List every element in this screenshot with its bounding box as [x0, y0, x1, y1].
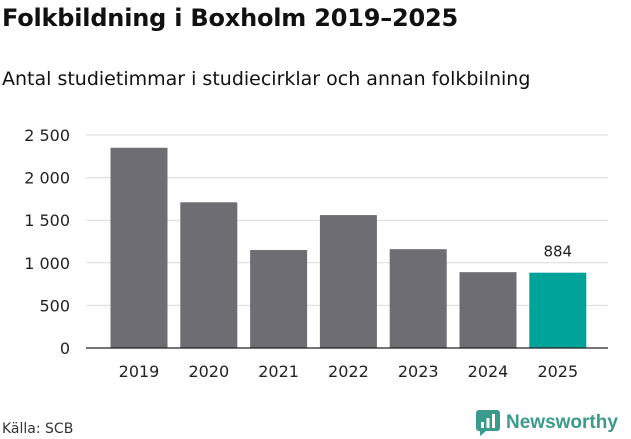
- data-label: 884: [543, 243, 572, 261]
- brand-name: Newsworthy: [506, 412, 618, 433]
- newsworthy-logo-icon: [476, 410, 500, 436]
- x-tick-label: 2023: [398, 362, 439, 381]
- y-tick-label: 2 000: [24, 169, 70, 188]
- x-tick-label: 2020: [188, 362, 229, 381]
- x-tick-label: 2019: [119, 362, 160, 381]
- data-labels: 884: [543, 243, 572, 261]
- bar-2020: [180, 202, 238, 348]
- y-tick-label: 0: [60, 339, 70, 358]
- bar-2024: [459, 272, 517, 348]
- y-axis-ticks: 0 500 1 000 1 500 2 000 2 500: [24, 126, 70, 358]
- x-tick-label: 2024: [468, 362, 509, 381]
- bar-2022: [319, 215, 377, 348]
- x-axis-ticks: 2019 2020 2021 2022 2023 2024 2025: [119, 362, 579, 381]
- chart-subtitle: Antal studietimmar i studiecirklar och a…: [2, 68, 531, 90]
- x-tick-label: 2021: [258, 362, 299, 381]
- y-tick-label: 1 500: [24, 211, 70, 230]
- y-tick-label: 1 000: [24, 254, 70, 273]
- bar-2019: [110, 147, 168, 348]
- bars: [110, 147, 587, 348]
- bar-2025: [529, 272, 587, 348]
- bar-2021: [250, 250, 308, 348]
- chart-title: Folkbildning i Boxholm 2019–2025: [2, 4, 459, 32]
- x-tick-label: 2025: [537, 362, 578, 381]
- bar-2023: [389, 249, 447, 348]
- y-tick-label: 500: [39, 296, 70, 315]
- y-tick-label: 2 500: [24, 126, 70, 145]
- brand-logo: Newsworthy: [476, 408, 618, 438]
- source-note: Källa: SCB: [2, 421, 74, 437]
- x-tick-label: 2022: [328, 362, 369, 381]
